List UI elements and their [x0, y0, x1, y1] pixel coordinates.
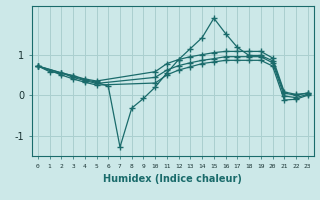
X-axis label: Humidex (Indice chaleur): Humidex (Indice chaleur): [103, 174, 242, 184]
